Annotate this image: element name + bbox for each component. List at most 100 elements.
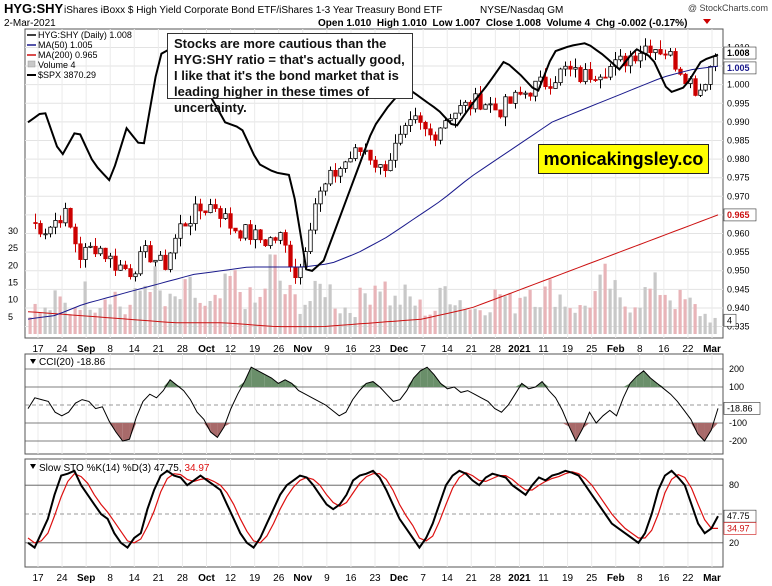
volume-bar bbox=[438, 287, 442, 334]
candle-body bbox=[108, 255, 113, 260]
x-axis-tick-bottom: Feb bbox=[607, 573, 625, 584]
candle-body bbox=[438, 127, 443, 141]
candle-body bbox=[458, 105, 463, 114]
volume-bar bbox=[393, 295, 397, 334]
volume-bar bbox=[78, 309, 82, 334]
cci-overbought-fill bbox=[406, 378, 414, 387]
volume-bar bbox=[623, 306, 627, 334]
x-axis-tick-bottom: 16 bbox=[345, 573, 357, 584]
volume-bar bbox=[73, 307, 77, 334]
volume-bar bbox=[173, 296, 177, 334]
symbol-description: iShares iBoxx $ High Yield Corporate Bon… bbox=[64, 5, 443, 16]
price-axis-tick: 0.980 bbox=[727, 154, 750, 164]
candle-body bbox=[203, 210, 208, 214]
volume-bar bbox=[648, 288, 652, 334]
candle-body bbox=[373, 159, 378, 168]
close-price-badge-box bbox=[723, 46, 757, 60]
volume-bar bbox=[573, 312, 577, 334]
sto-title-label: Slow STO %K(14) %D(3) 47.75, 34.97 bbox=[39, 463, 210, 474]
volume-bar bbox=[543, 286, 547, 334]
x-axis-tick-top: Sep bbox=[77, 344, 95, 355]
volume-bar bbox=[618, 297, 622, 334]
candle-body bbox=[633, 55, 638, 62]
candle-body bbox=[193, 203, 198, 225]
volume-bar bbox=[673, 309, 677, 334]
volume-bar bbox=[313, 280, 317, 334]
cci-overbought-fill bbox=[271, 378, 279, 387]
volume-badge-box bbox=[723, 313, 737, 327]
volume-bar bbox=[683, 299, 687, 334]
volume-bar bbox=[633, 307, 637, 334]
volume-bar bbox=[373, 285, 377, 334]
volume-bar bbox=[93, 312, 97, 334]
candle-body bbox=[368, 149, 373, 161]
candle-body bbox=[53, 220, 58, 228]
candle-body bbox=[343, 161, 348, 169]
cci-overbought-fill bbox=[291, 383, 299, 387]
x-axis-tick-bottom: Nov bbox=[293, 573, 312, 584]
candle-body bbox=[83, 246, 88, 260]
x-axis-tick-top: 14 bbox=[129, 344, 141, 355]
volume-bar bbox=[298, 313, 302, 334]
candle-body bbox=[113, 255, 118, 271]
candle-body bbox=[423, 121, 428, 130]
volume-bar bbox=[223, 273, 227, 334]
volume-bar bbox=[668, 300, 672, 334]
ohlc-summary: Open 1.010 High 1.010 Low 1.007 Close 1.… bbox=[318, 18, 687, 29]
ma50-line bbox=[27, 65, 719, 320]
candle-body bbox=[78, 243, 83, 260]
volume-bar bbox=[183, 279, 187, 334]
volume-bar bbox=[578, 305, 582, 334]
volume-bar bbox=[553, 306, 557, 334]
volume-bar bbox=[218, 298, 222, 334]
candle-body bbox=[73, 226, 78, 245]
candle-body bbox=[493, 103, 498, 111]
sto-collapse-icon[interactable] bbox=[30, 464, 36, 469]
volume-bar bbox=[693, 304, 697, 334]
volume-bar bbox=[273, 254, 277, 334]
volume-bar bbox=[658, 295, 662, 334]
candle-body bbox=[308, 229, 313, 252]
volume-bar bbox=[538, 307, 542, 334]
candle-body bbox=[298, 266, 303, 279]
volume-bar bbox=[198, 302, 202, 334]
candle-body bbox=[563, 65, 568, 70]
volume-bar bbox=[468, 309, 472, 334]
volume-bar bbox=[283, 294, 287, 334]
candle-body bbox=[598, 76, 603, 81]
candle-body bbox=[138, 251, 143, 275]
price-axis-tick: 0.975 bbox=[727, 173, 750, 183]
ma50-badge: 1.005 bbox=[727, 63, 750, 73]
cci-collapse-icon[interactable] bbox=[30, 359, 36, 364]
volume-bar bbox=[398, 304, 402, 334]
sto-k-value: 47.75 bbox=[154, 463, 179, 474]
candle-body bbox=[133, 273, 138, 278]
close-price-badge: 1.008 bbox=[727, 48, 750, 58]
cci-axis-tick: 100 bbox=[729, 382, 744, 392]
volume-bar bbox=[188, 276, 192, 334]
x-axis-tick-top: 21 bbox=[153, 344, 165, 355]
candle-body bbox=[218, 208, 223, 219]
x-axis-tick-top: 25 bbox=[586, 344, 598, 355]
volume-bar bbox=[653, 272, 657, 334]
volume-bar bbox=[248, 287, 252, 334]
volume-bar bbox=[523, 296, 527, 334]
x-axis-tick-bottom: 28 bbox=[490, 573, 502, 584]
candle-body bbox=[553, 82, 558, 89]
x-axis-tick-bottom: Dec bbox=[390, 573, 409, 584]
volume-bar bbox=[588, 307, 592, 334]
cci-overbought-fill bbox=[258, 370, 265, 387]
x-axis-tick-bottom: 23 bbox=[369, 573, 381, 584]
candle-body bbox=[43, 233, 48, 236]
volume-bar bbox=[208, 301, 212, 334]
candle-body bbox=[658, 49, 663, 55]
cci-overbought-fill bbox=[163, 379, 171, 387]
candle-body bbox=[168, 252, 173, 270]
volume-bar bbox=[123, 314, 127, 334]
candle-body bbox=[433, 134, 438, 141]
volume-bar bbox=[318, 283, 322, 334]
cci-overbought-fill bbox=[643, 370, 651, 387]
x-axis-tick-top: Dec bbox=[390, 344, 409, 355]
sto-d-value: 34.97 bbox=[184, 463, 209, 474]
cci-overbought-fill bbox=[427, 367, 434, 387]
